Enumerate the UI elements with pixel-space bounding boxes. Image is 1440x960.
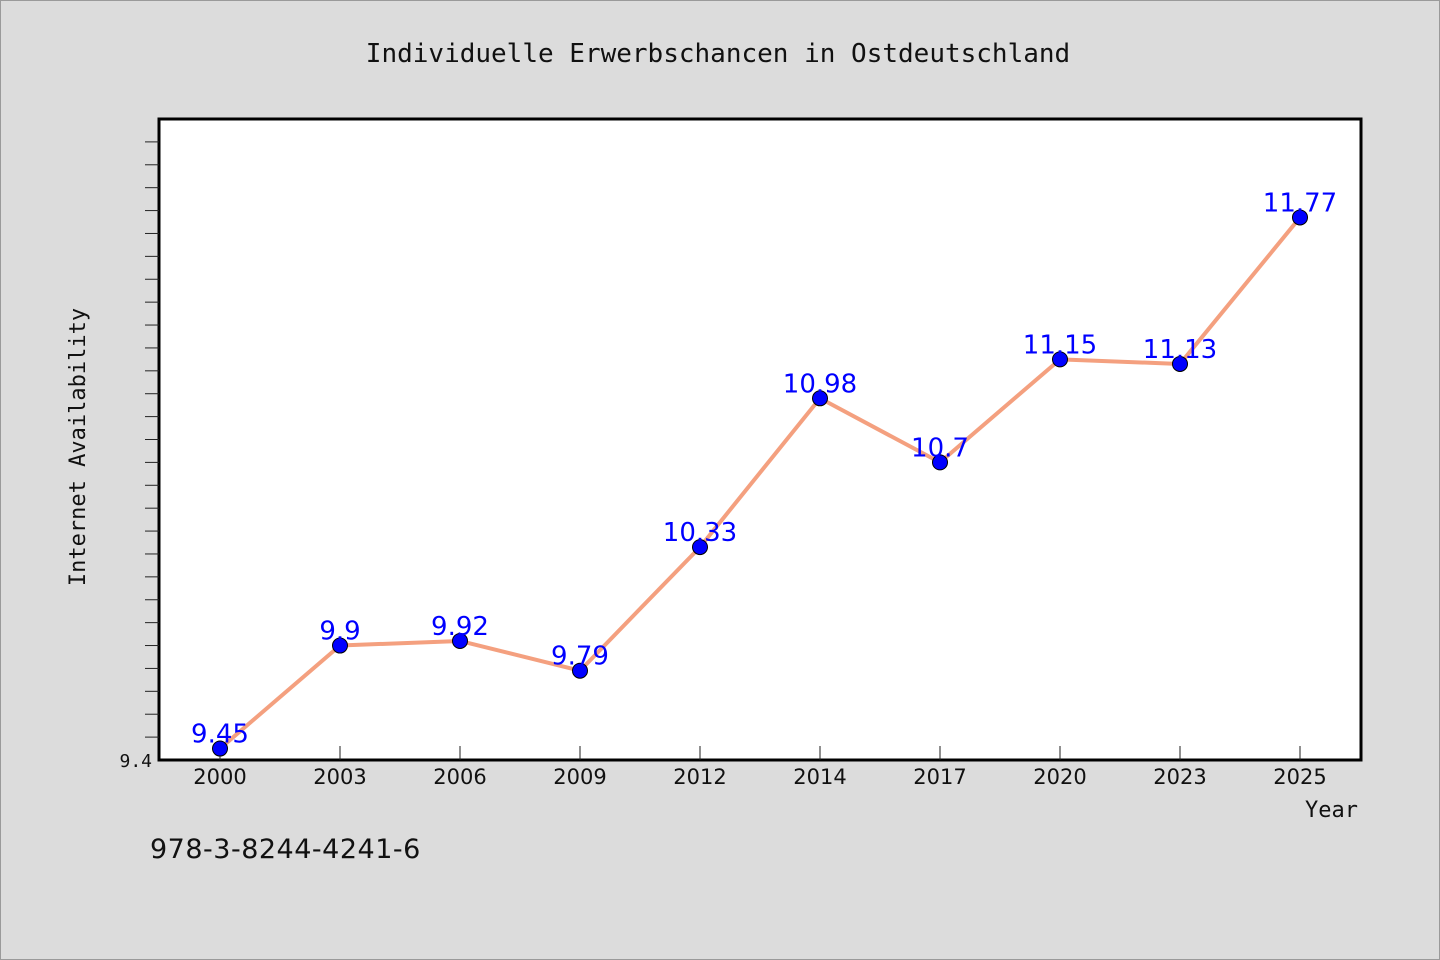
data-label: 11.77 <box>1263 188 1337 218</box>
data-point <box>932 454 948 471</box>
data-label: 11.13 <box>1143 335 1217 365</box>
x-tick-label: 2017 <box>913 765 966 789</box>
x-tick-label: 2003 <box>313 765 366 789</box>
x-axis-ticks: 2000 2003 2006 2009 2012 2014 2017 2020 2023 2025 <box>193 746 1327 789</box>
data-label: 9.9 <box>319 617 360 647</box>
series-line <box>218 215 1302 751</box>
data-label: 11.15 <box>1023 330 1097 360</box>
data-point <box>692 539 708 556</box>
data-point <box>452 632 468 649</box>
isbn-caption: 978-3-8244-4241-6 <box>150 834 421 865</box>
x-tick-label: 2025 <box>1273 765 1326 789</box>
data-label: 9.92 <box>431 612 489 642</box>
data-label: 10.7 <box>911 433 969 463</box>
x-tick-label: 2012 <box>673 765 726 789</box>
x-tick-label: 2020 <box>1033 765 1086 789</box>
data-point <box>212 740 228 757</box>
y-axis-label: Internet Availability <box>66 308 91 586</box>
data-label: 10.33 <box>663 518 737 548</box>
data-point <box>1172 355 1188 372</box>
data-point <box>572 662 588 679</box>
data-point <box>332 637 348 654</box>
data-point <box>1052 351 1068 368</box>
series-0: 9.45 9.9 9.92 9.79 10.33 10.98 10.7 11.15 11.13 1… <box>191 188 1337 757</box>
data-label: 9.45 <box>191 720 249 750</box>
plot-area <box>157 117 1363 762</box>
y-axis-minor-ticks <box>145 141 159 738</box>
x-tick-label: 2000 <box>193 765 246 789</box>
y-tick-label: 9.4 <box>119 751 152 772</box>
x-axis-label: Year <box>1305 798 1358 823</box>
data-point <box>1292 209 1308 226</box>
x-tick-label: 2023 <box>1153 765 1206 789</box>
x-tick-label: 2014 <box>793 765 846 789</box>
chart-title: Individuelle Erwerbschancen in Ostdeutsc… <box>366 39 1070 69</box>
x-tick-label: 2006 <box>433 765 486 789</box>
x-tick-label: 2009 <box>553 765 606 789</box>
data-label: 9.79 <box>551 642 609 672</box>
data-label: 10.98 <box>783 369 857 399</box>
data-point <box>812 390 828 407</box>
